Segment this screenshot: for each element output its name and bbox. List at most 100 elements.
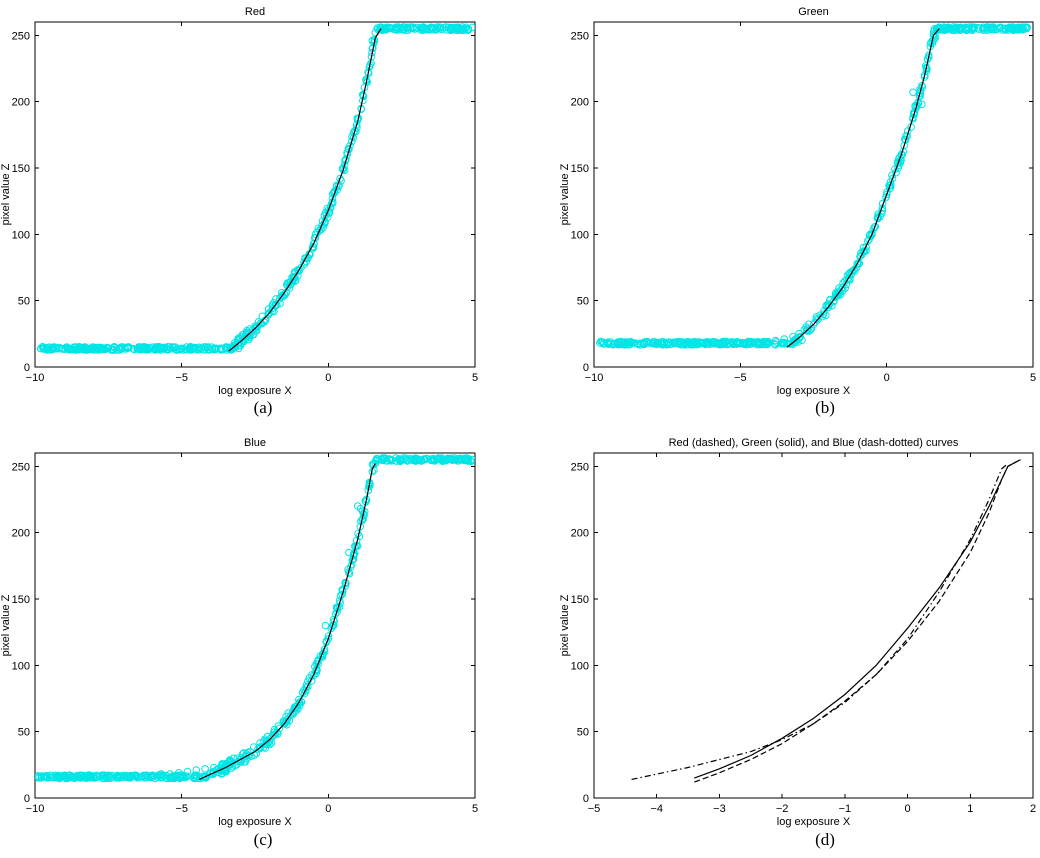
scatter-point (733, 338, 742, 347)
x-tick-label: −10 (585, 372, 604, 384)
scatter-point (193, 772, 201, 780)
scatter-point (436, 23, 444, 32)
scatter-point (169, 343, 177, 351)
y-tick-label: 0 (24, 362, 30, 374)
scatter-point (162, 772, 171, 780)
scatter-point (126, 774, 134, 782)
plot-title: Red (dashed), Green (solid), and Blue (d… (669, 437, 959, 449)
scatter-point (116, 344, 124, 353)
scatter-point (1005, 23, 1014, 32)
scatter-point (98, 344, 107, 353)
green-curve-solid (694, 459, 1021, 779)
y-tick-label: 50 (18, 727, 30, 739)
y-axis-label: pixel value Z (559, 594, 571, 656)
scatter-point (918, 81, 926, 90)
scatter-point (166, 774, 174, 782)
scatter-point (418, 23, 427, 32)
plot-frame (593, 21, 1034, 368)
scatter-point (830, 296, 838, 305)
scatter-point (942, 25, 951, 34)
scatter-point (380, 455, 389, 464)
scatter-point (245, 330, 253, 338)
x-tick-label: 1 (967, 803, 973, 815)
scatter-point (263, 732, 272, 741)
scatter-point (148, 771, 157, 780)
scatter-point (1014, 23, 1023, 32)
y-axis-label: pixel value Z (0, 163, 12, 225)
scatter-point (865, 235, 873, 244)
scatter-point (430, 456, 439, 465)
scatter-point (468, 455, 475, 464)
scatter-point (447, 455, 456, 464)
x-tick-label: −5 (175, 372, 188, 384)
scatter-point (444, 23, 453, 32)
scatter-point (66, 344, 75, 353)
scatter-point (736, 339, 745, 347)
scatter-point (371, 459, 380, 468)
y-tick-label: 250 (571, 30, 589, 42)
scatter-point (462, 23, 471, 32)
scatter-point (210, 763, 218, 772)
scatter-point (368, 36, 377, 45)
scatter-point (383, 23, 391, 32)
response-curve (228, 28, 382, 352)
scatter-point (715, 339, 723, 348)
scatter-point (468, 23, 475, 32)
scatter-point (395, 24, 403, 33)
scatter-point (176, 772, 185, 781)
scatter-point (453, 23, 462, 32)
scatter-point (596, 339, 604, 347)
scatter-point (302, 687, 310, 695)
scatter-point (422, 25, 430, 34)
x-axis-label: log exposure X (777, 816, 851, 828)
scatter-point (859, 247, 868, 256)
scatter-point (622, 339, 631, 347)
plot-title: Red (245, 6, 265, 18)
scatter-point (125, 343, 133, 351)
scatter-point (114, 772, 122, 780)
x-tick-label: −5 (588, 803, 601, 815)
scatter-point (301, 254, 309, 263)
scatter-point (213, 344, 221, 353)
x-tick-label: −5 (175, 803, 188, 815)
panel-caption: (b) (815, 398, 835, 417)
x-tick-label: −10 (26, 803, 45, 815)
scatter-point (142, 346, 151, 354)
scatter-point (944, 23, 952, 32)
scatter-point (289, 708, 297, 716)
scatter-point (39, 772, 48, 781)
scatter-point (164, 345, 173, 354)
scatter-point (648, 339, 657, 347)
y-tick-label: 200 (571, 97, 589, 109)
scatter-point (221, 344, 230, 353)
scatter-point (372, 456, 381, 465)
plot-frame (593, 452, 1034, 799)
scatter-point (157, 770, 165, 778)
scatter-point (771, 336, 780, 345)
scatter-point (227, 345, 236, 354)
scatter-point (380, 24, 388, 32)
scatter-point (324, 206, 333, 215)
scatter-point (336, 174, 344, 183)
scatter-point (427, 23, 435, 32)
y-tick-label: 200 (571, 528, 589, 540)
y-tick-label: 100 (12, 660, 30, 672)
plot-title: Blue (244, 437, 266, 449)
scatter-point (264, 310, 273, 318)
scatter-point (997, 23, 1005, 32)
x-tick-label: 5 (472, 372, 478, 384)
panel-caption: (d) (815, 830, 835, 849)
scatter-point (1023, 23, 1031, 32)
scatter-point (254, 322, 262, 330)
x-tick-label: −10 (26, 372, 45, 384)
scatter-point (350, 127, 359, 135)
scatter-point (710, 339, 718, 347)
scatter-point (367, 52, 376, 61)
scatter-point (454, 24, 463, 33)
scatter-point (88, 345, 96, 354)
scatter-point (1005, 24, 1013, 32)
scatter-point (327, 624, 336, 633)
scatter-point (745, 339, 753, 347)
y-tick-label: 50 (577, 727, 589, 739)
scatter-point (113, 773, 121, 781)
